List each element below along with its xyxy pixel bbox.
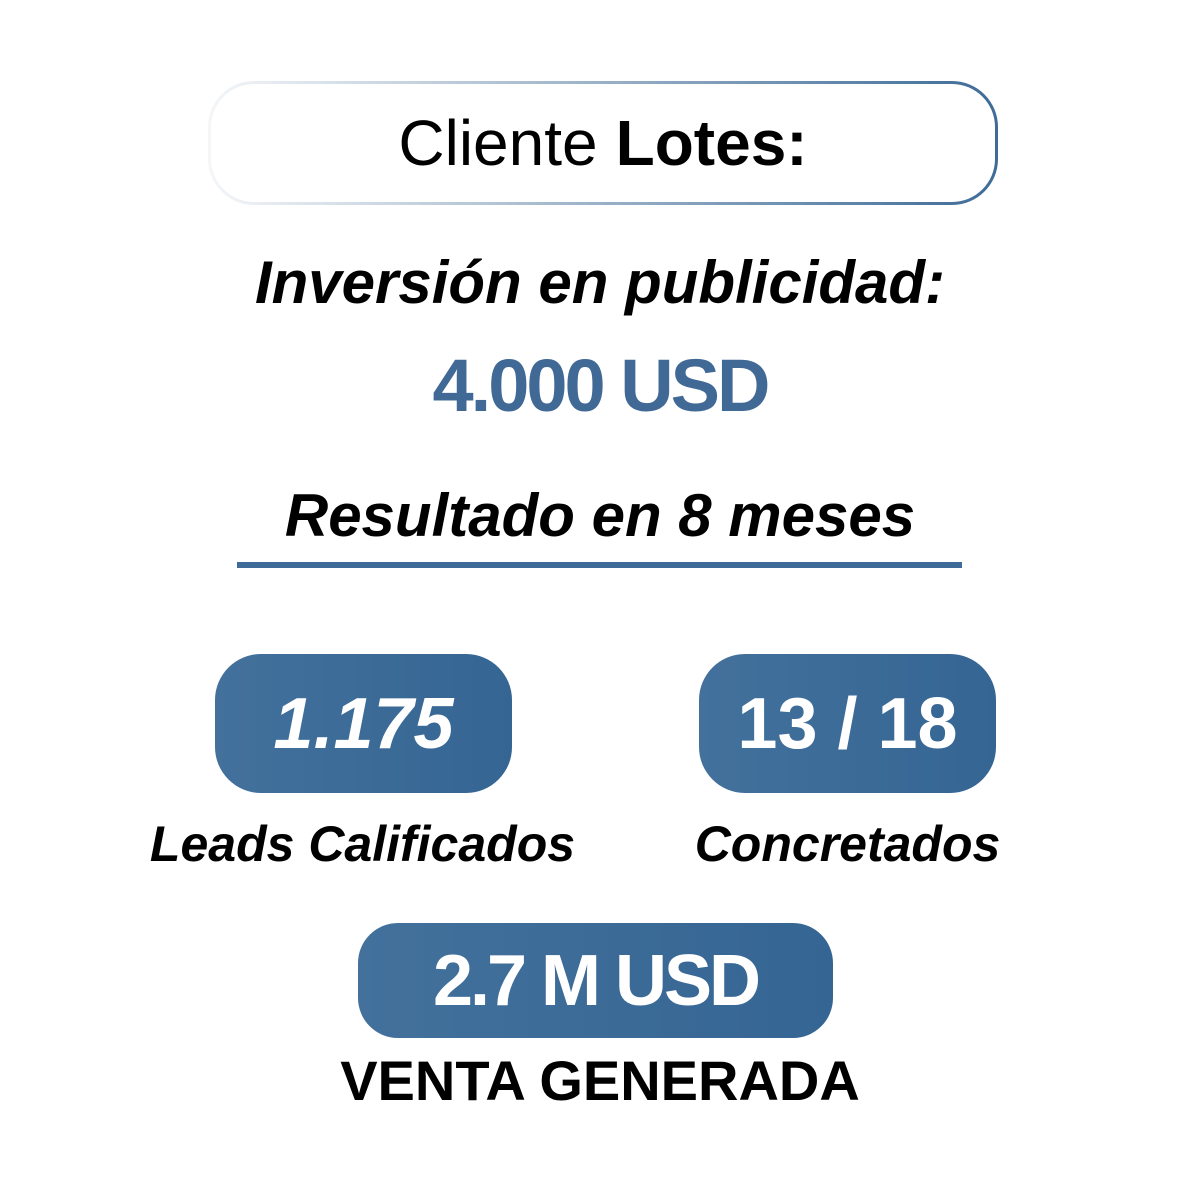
result-period: Resultado en 8 meses — [284, 482, 916, 549]
title-box: Cliente Lotes: — [208, 81, 998, 205]
divider — [237, 562, 962, 568]
leads-badge: 1.175 — [215, 654, 512, 793]
sales-label: VENTA GENERADA — [340, 1049, 860, 1112]
closed-badge: 13 / 18 — [699, 654, 996, 793]
title-client: Lotes: — [615, 107, 808, 179]
closed-value: 13 / 18 — [737, 683, 958, 764]
closed-label: Concretados — [694, 816, 1001, 872]
sales-value: 2.7 M USD — [432, 940, 761, 1021]
investment-amount: 4.000 USD — [432, 344, 771, 427]
sales-badge: 2.7 M USD — [358, 923, 833, 1038]
investment-label: Inversión en publicidad: — [254, 249, 946, 316]
page-title: Cliente Lotes: — [211, 84, 995, 202]
leads-label: Leads Calificados — [149, 816, 576, 872]
leads-value: 1.175 — [273, 683, 454, 764]
title-prefix: Cliente — [398, 107, 598, 179]
